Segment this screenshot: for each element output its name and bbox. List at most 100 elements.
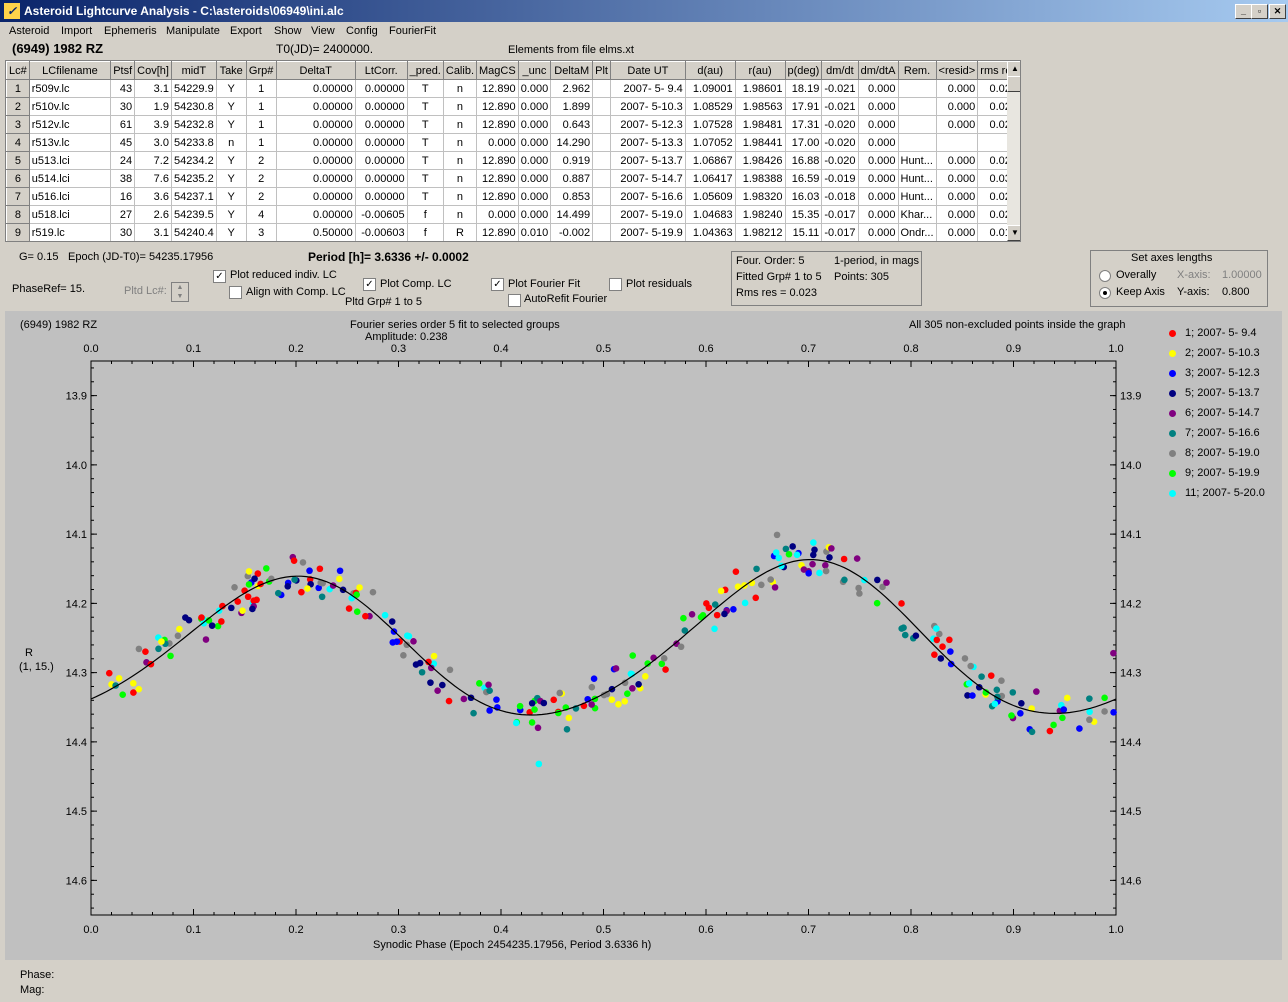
column-header[interactable]: LtCorr. — [354, 61, 408, 80]
table-cell[interactable]: 0.000 — [936, 97, 979, 116]
table-cell[interactable]: 16 — [110, 187, 136, 206]
lightcurve-table[interactable]: Lc# LCfilename Ptsf Cov[h] midT Take Grp# Delta… — [5, 60, 1021, 242]
table-cell[interactable]: 3 — [246, 223, 277, 241]
row-number[interactable]: 4 — [6, 133, 30, 152]
table-cell[interactable]: 0.000 — [858, 151, 899, 170]
lightcurve-plot-panel[interactable]: (6949) 1982 RZ Fourier series order 5 fi… — [5, 311, 1282, 960]
table-cell[interactable]: 2007- 5-10.3 — [610, 97, 686, 116]
table-cell[interactable]: 2007- 5- 9.4 — [610, 79, 686, 98]
table-cell[interactable]: 2007- 5-19.9 — [610, 223, 686, 241]
table-cell[interactable]: T — [407, 151, 444, 170]
table-cell[interactable]: 0.000 — [858, 97, 899, 116]
table-cell[interactable]: -0.020 — [821, 151, 859, 170]
table-cell[interactable]: u514.lci — [29, 169, 112, 188]
row-number[interactable]: 7 — [6, 187, 30, 206]
table-cell[interactable]: 18.19 — [785, 79, 823, 98]
table-cell[interactable]: 2007- 5-14.7 — [610, 169, 686, 188]
table-cell[interactable]: -0.017 — [821, 223, 859, 241]
table-cell[interactable]: 3.1 — [134, 223, 172, 241]
table-cell[interactable]: 0.000 — [858, 205, 899, 224]
table-cell[interactable]: 0.000 — [476, 205, 519, 224]
table-cell[interactable]: 17.00 — [785, 133, 823, 152]
table-cell[interactable]: 54234.2 — [171, 151, 217, 170]
table-cell[interactable]: -0.017 — [821, 205, 859, 224]
table-cell[interactable]: 0.00000 — [355, 79, 408, 98]
table-cell[interactable]: n — [443, 97, 478, 116]
table-cell[interactable]: T — [407, 133, 444, 152]
table-cell[interactable]: 0.887 — [550, 169, 594, 188]
table-cell[interactable]: 0.000 — [518, 169, 552, 188]
column-header[interactable]: MagCS — [476, 61, 519, 80]
table-cell[interactable]: 54237.1 — [171, 187, 217, 206]
table-cell[interactable]: Khar... — [898, 205, 937, 224]
column-header[interactable]: r(au) — [734, 61, 786, 80]
column-header[interactable]: DeltaT — [275, 61, 356, 80]
menu-ephemeris[interactable]: Ephemeris — [104, 25, 157, 37]
table-cell[interactable]: 0.000 — [518, 205, 552, 224]
table-cell[interactable]: 12.890 — [476, 169, 519, 188]
table-cell[interactable]: 0.00000 — [276, 187, 356, 206]
keep-axis-radio[interactable] — [1099, 287, 1111, 299]
table-cell[interactable]: 2 — [246, 169, 277, 188]
table-cell[interactable]: 0.000 — [518, 133, 552, 152]
table-cell[interactable]: r512v.lc — [29, 115, 112, 134]
table-cell[interactable]: n — [443, 133, 478, 152]
table-cell[interactable]: 7.2 — [134, 151, 172, 170]
table-cell[interactable]: Y — [216, 187, 247, 206]
table-cell[interactable]: 1.98320 — [735, 187, 786, 206]
table-cell[interactable]: 54229.9 — [171, 79, 217, 98]
table-cell[interactable]: 43 — [110, 79, 136, 98]
table-cell[interactable]: Ondr... — [898, 223, 937, 241]
table-cell[interactable] — [592, 223, 611, 241]
table-cell[interactable]: 0.00000 — [276, 133, 356, 152]
table-cell[interactable]: 4 — [246, 205, 277, 224]
scroll-down-icon[interactable]: ▼ — [1007, 225, 1020, 241]
table-cell[interactable]: Y — [216, 115, 247, 134]
table-cell[interactable]: 15.11 — [785, 223, 823, 241]
table-cell[interactable]: 0.00000 — [276, 205, 356, 224]
align-checkbox[interactable] — [229, 286, 242, 299]
table-cell[interactable]: 16.59 — [785, 169, 823, 188]
lightcurve-chart[interactable]: 0.0 0.0 0.1 0.1 0.2 0.2 0.3 0.3 0.4 0.4 0.5 0.5 0.6 0… — [5, 311, 1282, 960]
table-cell[interactable]: 2 — [246, 187, 277, 206]
table-cell[interactable] — [592, 169, 611, 188]
column-header[interactable]: DeltaM — [550, 61, 594, 80]
table-cell[interactable]: 61 — [110, 115, 136, 134]
table-cell[interactable]: 7.6 — [134, 169, 172, 188]
table-cell[interactable]: Y — [216, 169, 247, 188]
table-cell[interactable]: 0.000 — [518, 187, 552, 206]
table-cell[interactable] — [898, 97, 937, 116]
table-cell[interactable]: 0.00000 — [355, 187, 408, 206]
table-cell[interactable] — [592, 151, 611, 170]
table-cell[interactable]: 2007- 5-13.3 — [610, 133, 686, 152]
overally-radio[interactable] — [1099, 270, 1111, 282]
x-axis-value[interactable]: 1.00000 — [1222, 269, 1262, 281]
table-cell[interactable]: 0.919 — [550, 151, 594, 170]
table-cell[interactable]: n — [443, 79, 478, 98]
column-header[interactable]: Lc# — [6, 61, 30, 80]
table-cell[interactable]: 12.890 — [476, 97, 519, 116]
table-cell[interactable] — [936, 133, 979, 152]
table-cell[interactable]: 54239.5 — [171, 205, 217, 224]
table-cell[interactable]: 0.000 — [858, 115, 899, 134]
plot-residuals-checkbox[interactable] — [609, 278, 622, 291]
table-cell[interactable]: n — [443, 169, 478, 188]
table-cell[interactable]: Y — [216, 151, 247, 170]
table-cell[interactable]: 1.98426 — [735, 151, 786, 170]
table-row[interactable]: 9 r519.lc 30 3.1 54240.4 Y 3 0.50000 -0.00603 f R 1… — [6, 223, 1020, 241]
table-cell[interactable]: 16.88 — [785, 151, 823, 170]
table-cell[interactable]: 27 — [110, 205, 136, 224]
column-header[interactable]: d(au) — [684, 61, 736, 80]
column-header[interactable]: p(deg) — [784, 61, 823, 80]
table-cell[interactable]: 3.1 — [134, 79, 172, 98]
table-cell[interactable]: r513v.lc — [29, 133, 112, 152]
autorefit-checkbox[interactable] — [508, 294, 521, 307]
table-cell[interactable]: 1 — [246, 133, 277, 152]
scroll-thumb[interactable] — [1007, 76, 1020, 92]
table-cell[interactable]: u516.lci — [29, 187, 112, 206]
table-cell[interactable]: 1.98240 — [735, 205, 786, 224]
